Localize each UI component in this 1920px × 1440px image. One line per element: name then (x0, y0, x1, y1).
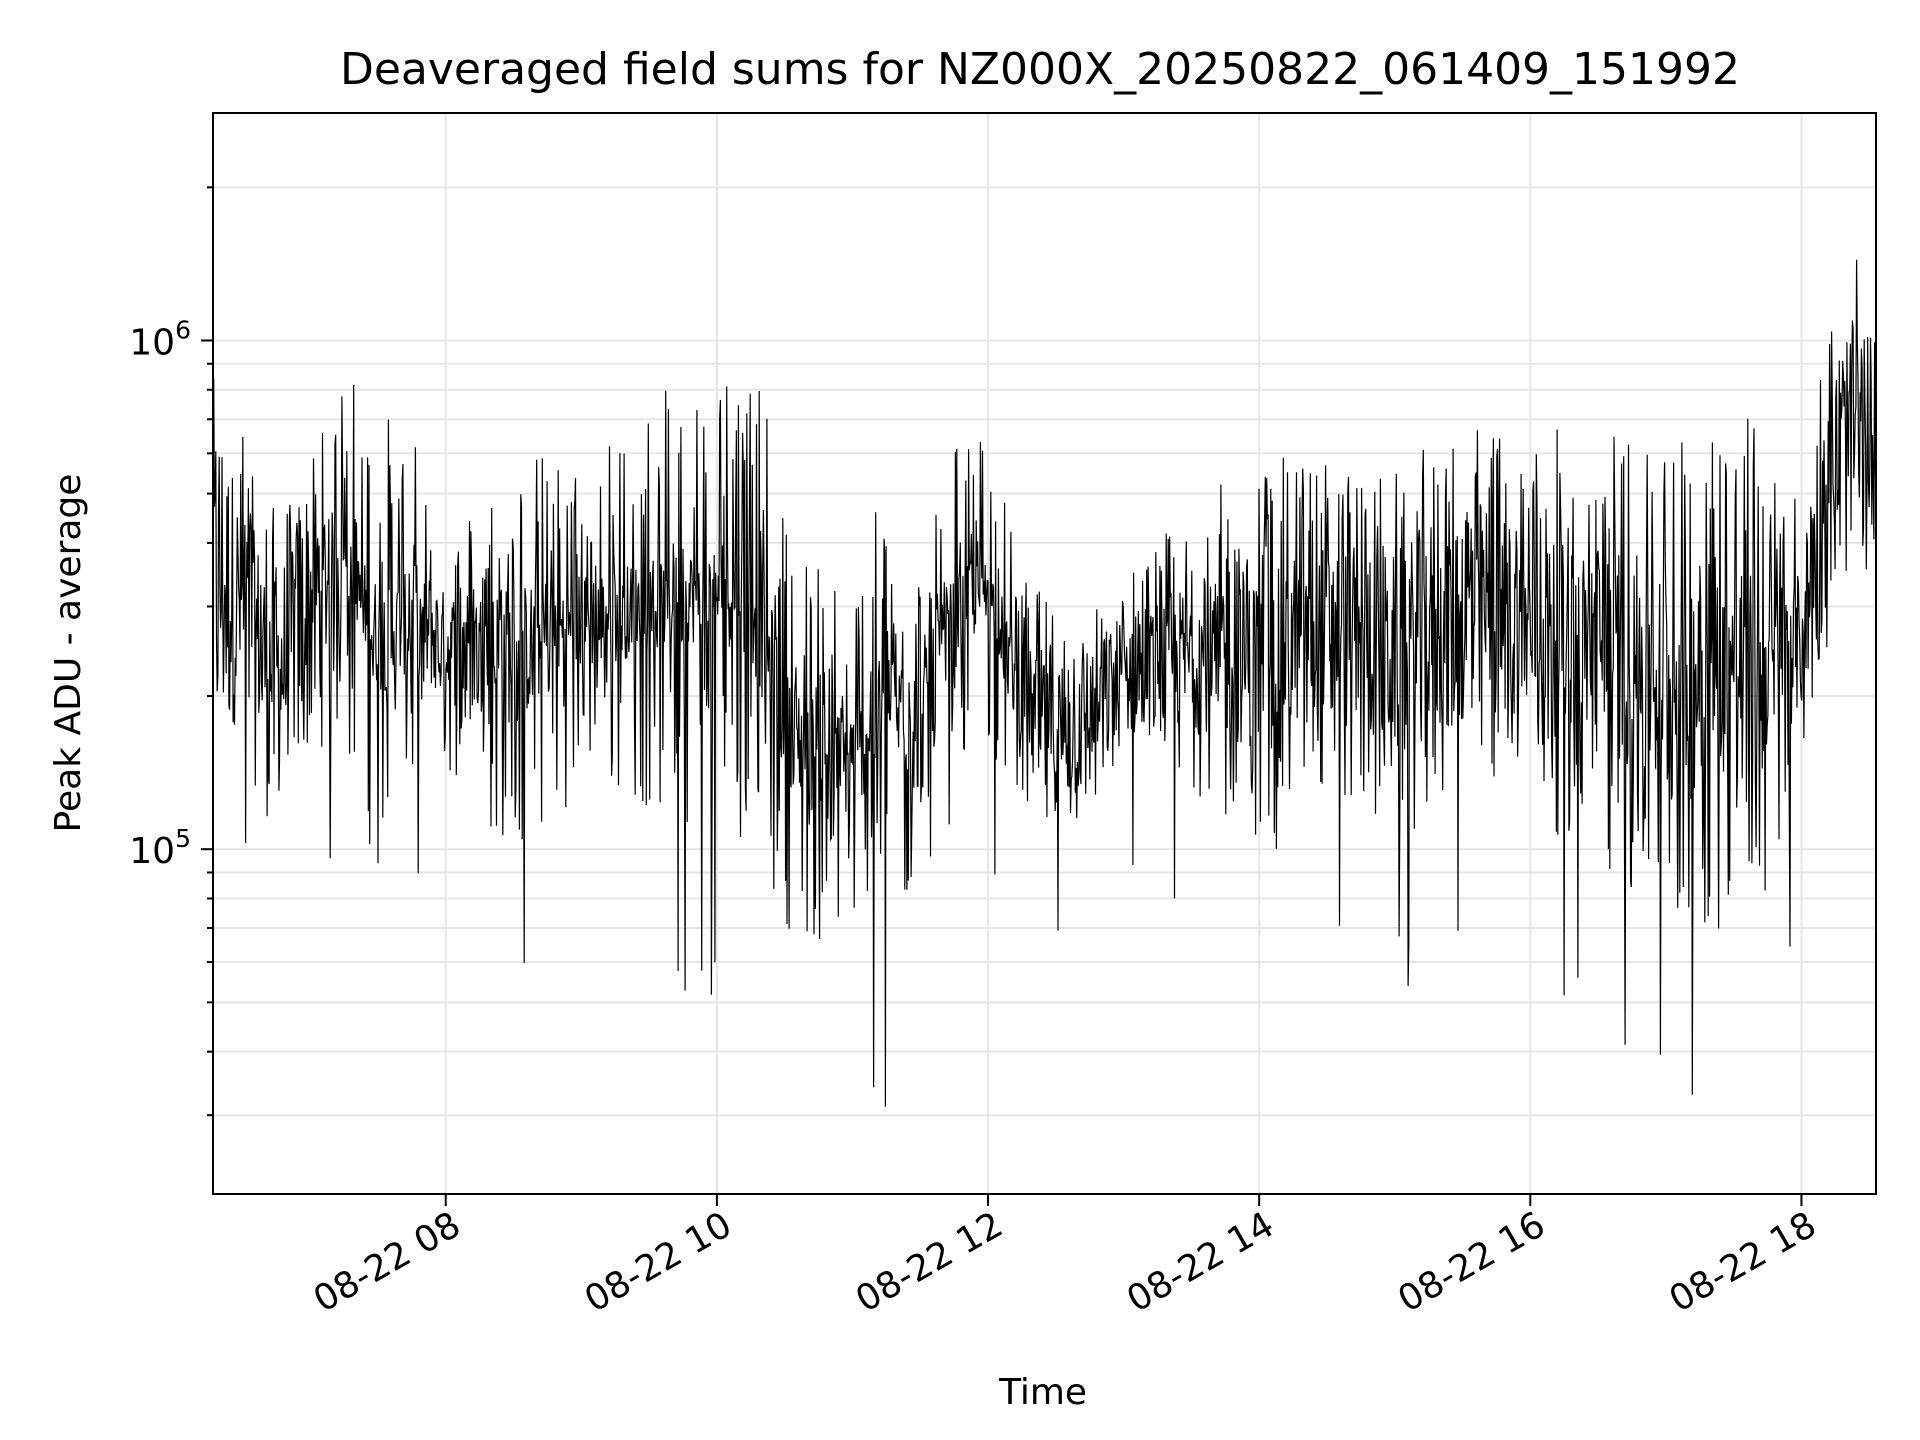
y-axis: 105 106 (129, 186, 213, 1117)
plot-frame (212, 112, 1877, 1195)
series-line (212, 259, 1877, 1107)
y-tick-label: 105 (129, 824, 191, 872)
y-tick-label: 106 (129, 315, 191, 363)
x-axis-label: Time (998, 1372, 1087, 1413)
chart-title: Deaveraged field sums for NZ000X_2025082… (340, 44, 1740, 95)
data-layer (212, 259, 1877, 1107)
y-axis-label: Peak ADU - average (48, 474, 89, 833)
